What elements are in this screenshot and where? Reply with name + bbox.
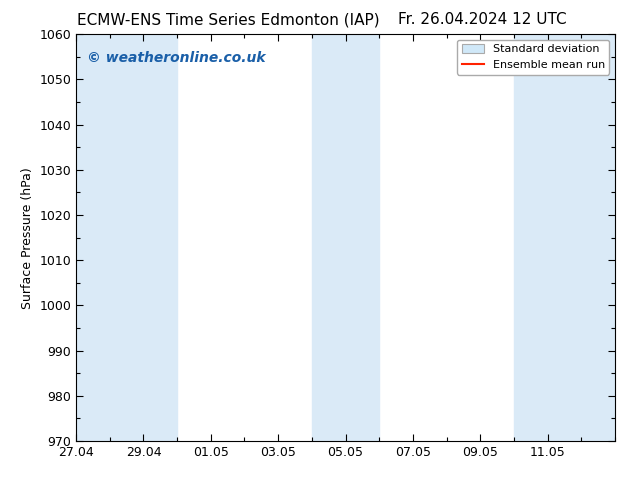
Bar xyxy=(76,34,110,441)
Text: © weatheronline.co.uk: © weatheronline.co.uk xyxy=(87,50,266,65)
Legend: Standard deviation, Ensemble mean run: Standard deviation, Ensemble mean run xyxy=(457,40,609,74)
Bar xyxy=(514,34,615,441)
Text: ECMW-ENS Time Series Edmonton (IAP): ECMW-ENS Time Series Edmonton (IAP) xyxy=(77,12,380,27)
Text: Fr. 26.04.2024 12 UTC: Fr. 26.04.2024 12 UTC xyxy=(398,12,566,27)
Y-axis label: Surface Pressure (hPa): Surface Pressure (hPa) xyxy=(21,167,34,309)
Bar xyxy=(312,34,379,441)
Bar xyxy=(110,34,177,441)
